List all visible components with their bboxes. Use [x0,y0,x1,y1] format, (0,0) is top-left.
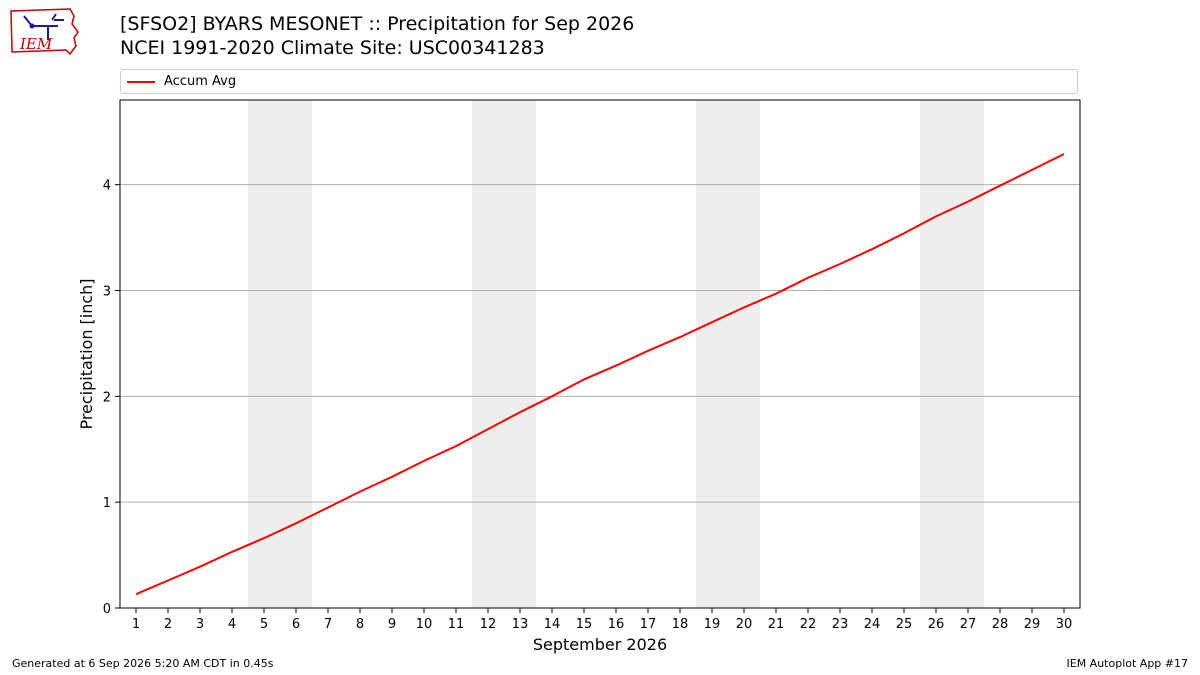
legend-label-accum-avg: Accum Avg [164,74,237,89]
chart-subtitle: NCEI 1991-2020 Climate Site: USC00341283 [120,37,545,59]
chart-legend: Accum Avg [120,69,1078,94]
x-tick-label-7: 7 [324,617,332,632]
weekend-band-3 [696,100,760,608]
logo-text: IEM [19,35,53,53]
x-tick-label-22: 22 [800,617,817,632]
y-tick-label-0: 0 [103,602,111,617]
x-tick-label-27: 27 [960,617,977,632]
y-axis-label: Precipitation [inch] [77,278,96,429]
x-tick-label-16: 16 [608,617,625,632]
x-tick-label-19: 19 [704,617,721,632]
series-layer [135,153,1065,596]
y-axis: 0 1 2 3 4 [103,179,120,617]
x-tick-label-24: 24 [864,617,881,632]
x-tick-label-2: 2 [164,617,172,632]
x-tick-label-23: 23 [832,617,849,632]
x-axis-label: September 2026 [533,635,667,654]
x-tick-label-8: 8 [356,617,364,632]
x-tick-label-21: 21 [768,617,785,632]
x-axis: 1 2 3 4 5 6 7 8 9 10 11 12 13 14 15 16 17 18 19 20 21 22 23 24 2… [132,608,1072,632]
y-tick-label-4: 4 [103,179,111,194]
y-tick-label-1: 1 [103,496,111,511]
chart-title: [SFSO2] BYARS MESONET :: Precipitation f… [120,13,635,35]
iem-logo: IEM [10,8,79,56]
x-tick-label-13: 13 [512,617,529,632]
x-tick-label-3: 3 [196,617,204,632]
x-tick-label-15: 15 [576,617,593,632]
y-tick-label-2: 2 [103,390,111,405]
x-tick-label-4: 4 [228,617,236,632]
plot-frame [119,99,1081,609]
generated-timestamp: Generated at 6 Sep 2026 5:20 AM CDT in 0… [12,657,274,670]
x-tick-label-6: 6 [292,617,300,632]
x-tick-label-1: 1 [132,617,140,632]
x-tick-label-18: 18 [672,617,689,632]
weekend-bands [248,100,984,608]
x-tick-label-29: 29 [1024,617,1041,632]
x-tick-label-9: 9 [388,617,396,632]
x-tick-label-26: 26 [928,617,945,632]
x-tick-label-25: 25 [896,617,913,632]
x-tick-label-10: 10 [416,617,433,632]
legend-swatch-accum-avg [127,81,155,83]
grid-lines [120,184,1080,503]
x-tick-label-30: 30 [1056,617,1073,632]
x-tick-label-17: 17 [640,617,657,632]
x-tick-label-14: 14 [544,617,561,632]
series-line-accum-avg [135,153,1065,596]
autoplot-app-label: IEM Autoplot App #17 [1066,657,1189,670]
weekend-band-4 [920,100,984,608]
weekend-band-2 [472,100,536,608]
y-tick-label-3: 3 [103,285,111,300]
x-tick-label-11: 11 [448,617,465,632]
x-tick-label-5: 5 [260,617,268,632]
weather-instrument-icon [23,13,64,40]
x-tick-label-28: 28 [992,617,1009,632]
x-tick-label-12: 12 [480,617,497,632]
x-tick-label-20: 20 [736,617,753,632]
